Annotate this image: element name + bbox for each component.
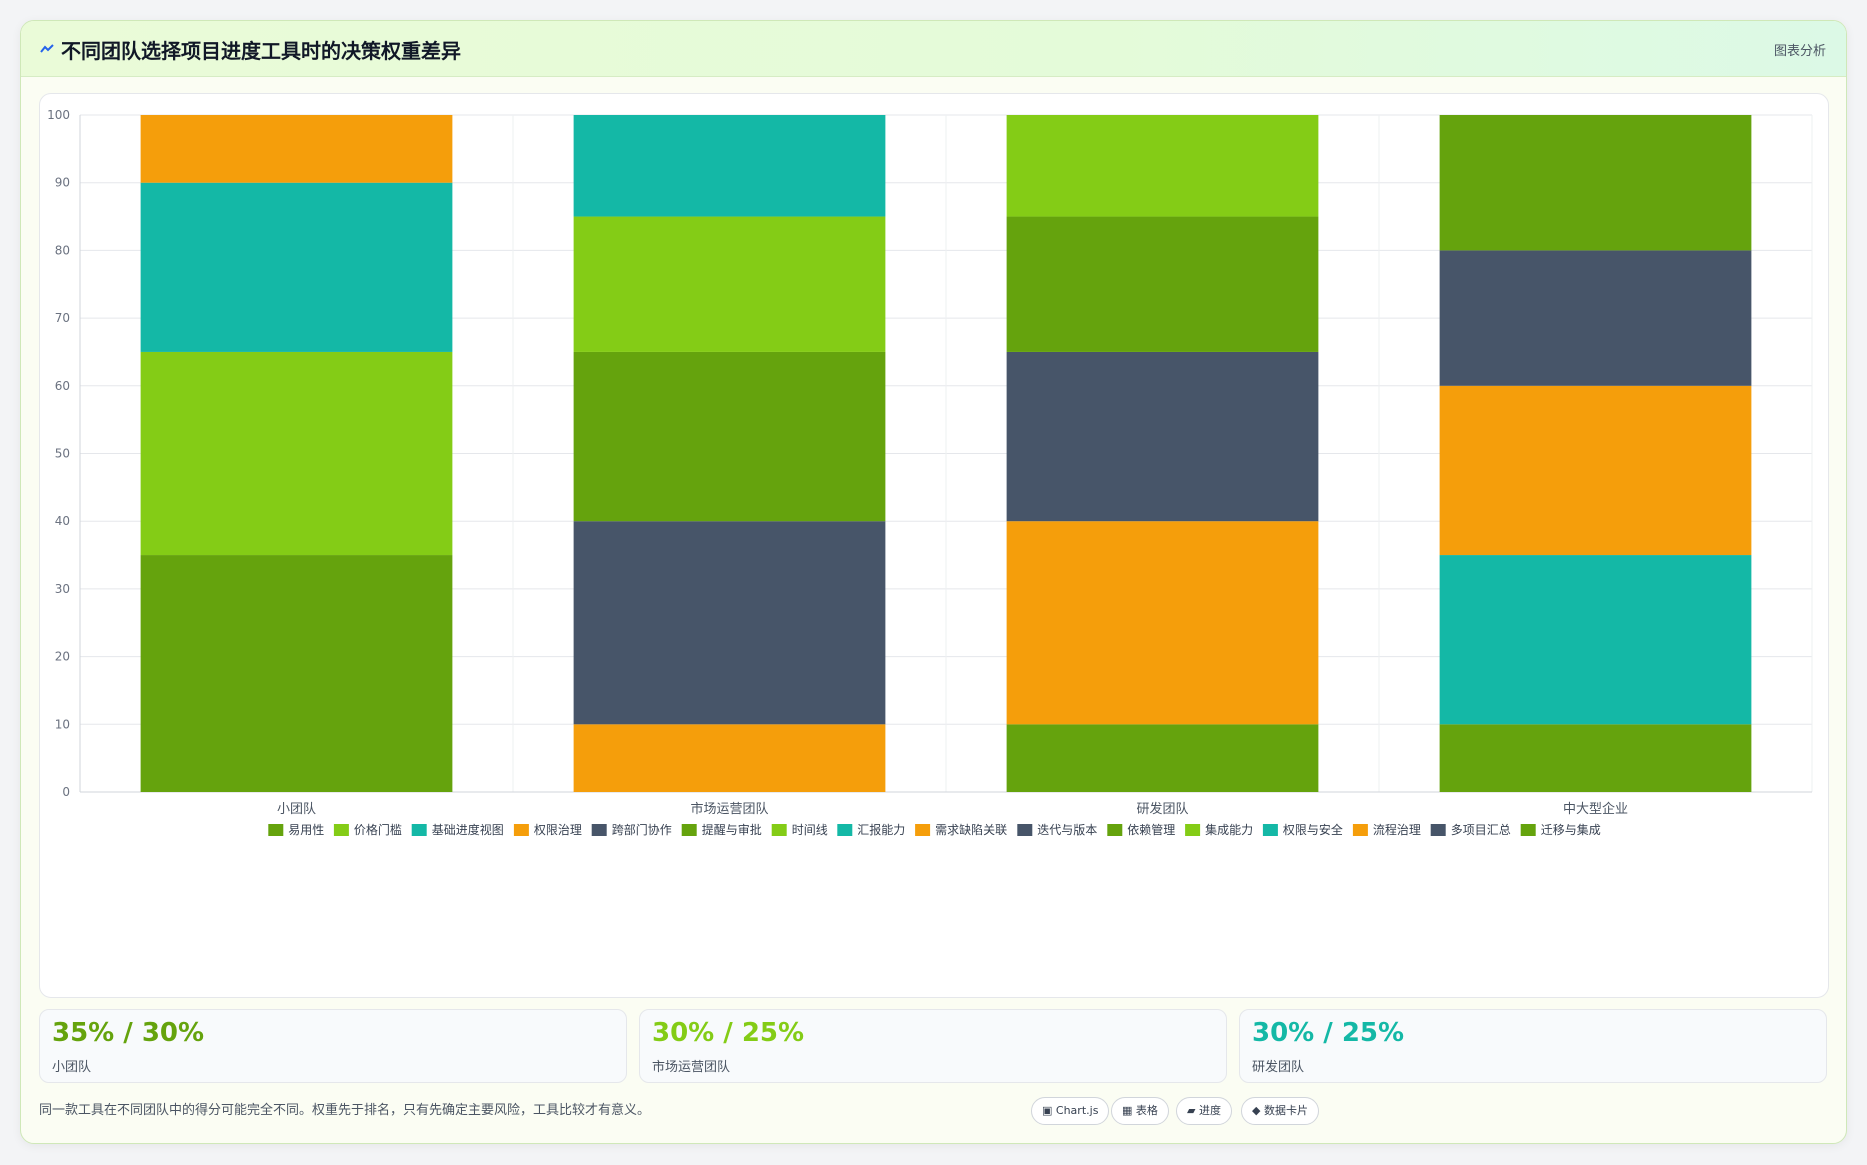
legend-swatch	[915, 824, 931, 836]
card-header: 不同团队选择项目进度工具时的决策权重差异 图表分析	[21, 21, 1846, 77]
y-tick-label: 10	[55, 717, 70, 731]
legend-swatch	[268, 824, 284, 836]
legend-label: 时间线	[792, 823, 828, 837]
stacked-bar-chart: 0 10 20 30 40 50 60 70 80 90 100 小团队 市场运营团队 研发团队 中大型企业…	[47, 108, 1813, 837]
stat-card-small-team: 35% / 30% 小团队	[39, 1009, 627, 1083]
legend-swatch	[1017, 824, 1033, 836]
bar-segment	[1006, 351, 1319, 522]
legend-label: 价格门槛	[354, 822, 402, 837]
y-tick-label: 0	[62, 785, 70, 799]
legend-label: 提醒与审批	[702, 822, 762, 837]
bar-segment	[573, 351, 886, 522]
legend-label: 迭代与版本	[1037, 823, 1097, 837]
legend-swatch	[513, 824, 529, 836]
chip-label: 数据卡片	[1263, 1104, 1308, 1117]
x-tick-label: 小团队	[277, 802, 316, 817]
chip-label: Chart.js	[1055, 1104, 1099, 1117]
legend-swatch	[837, 824, 853, 836]
legend-swatch	[1352, 824, 1368, 836]
y-tick-label: 30	[55, 582, 70, 596]
bar-segment	[1006, 521, 1319, 725]
bar-segment	[1006, 724, 1319, 792]
legend-label: 依赖管理	[1127, 822, 1175, 837]
progress-icon: ▰	[1187, 1104, 1196, 1117]
stat-card-rd-team: 30% / 25% 研发团队	[1239, 1009, 1827, 1083]
bar-segment	[573, 115, 886, 217]
y-tick-label: 70	[55, 311, 70, 325]
bar-segment	[573, 521, 886, 725]
legend-label: 迁移与集成	[1541, 822, 1601, 837]
legend-swatch	[1262, 824, 1278, 836]
legend-swatch	[1520, 824, 1536, 836]
x-tick-label: 研发团队	[1136, 801, 1188, 817]
footnote: 同一款工具在不同团队中的得分可能完全不同。权重先于排名，只有先确定主要风险，工具…	[39, 1103, 651, 1118]
bar-segment	[1439, 724, 1752, 792]
y-tick-label: 20	[55, 650, 70, 664]
chart-analysis-label: 图表分析	[1773, 44, 1826, 59]
stat-value: 30% / 25%	[1252, 1018, 1405, 1048]
bar-segment	[1439, 115, 1752, 251]
legend-swatch	[1185, 824, 1201, 836]
legend-swatch	[411, 824, 427, 836]
legend-swatch	[591, 824, 607, 836]
stat-label: 研发团队	[1252, 1060, 1305, 1075]
legend-swatch	[771, 824, 787, 836]
bar-segment	[1006, 115, 1319, 217]
legend-label: 多项目汇总	[1451, 823, 1511, 837]
legend-label: 基础进度视图	[432, 822, 504, 837]
legend-swatch	[1430, 824, 1446, 836]
bar-segment	[573, 216, 886, 352]
legend-label: 汇报能力	[857, 822, 905, 837]
legend-swatch	[1107, 824, 1123, 836]
chip-label: 进度	[1198, 1104, 1221, 1117]
chart-panel: 0 10 20 30 40 50 60 70 80 90 100 小团队 市场运营团队 研发团队 中大型企业…	[39, 93, 1829, 998]
stat-value: 30% / 25%	[652, 1018, 805, 1048]
legend-label: 集成能力	[1205, 822, 1253, 837]
page-title: 不同团队选择项目进度工具时的决策权重差异	[61, 39, 461, 63]
bar-segment	[140, 351, 453, 556]
legend-label: 易用性	[288, 823, 324, 837]
chip-table[interactable]: ▦ 表格	[1111, 1097, 1169, 1125]
table-icon: ▦	[1122, 1104, 1133, 1117]
bar-segment	[140, 182, 453, 352]
y-tick-label: 100	[47, 108, 70, 122]
bar-segment	[1439, 555, 1752, 725]
bar-segment	[573, 724, 886, 792]
bar-segment	[140, 115, 453, 183]
legend-label: 权限与安全	[1283, 822, 1343, 837]
y-tick-label: 60	[55, 379, 70, 393]
legend-label: 流程治理	[1373, 822, 1421, 837]
x-tick-label: 市场运营团队	[690, 801, 768, 817]
chip-data-cards[interactable]: ◆ 数据卡片	[1241, 1097, 1319, 1125]
y-tick-label: 40	[55, 514, 70, 528]
legend-label: 跨部门协作	[612, 822, 672, 837]
diamond-icon: ◆	[1252, 1104, 1261, 1117]
bar-segment	[1439, 385, 1752, 556]
stat-label: 市场运营团队	[652, 1060, 731, 1075]
y-tick-label: 90	[55, 176, 70, 190]
legend-label: 需求缺陷关联	[935, 822, 1007, 837]
bar-segment	[1006, 216, 1319, 352]
chip-progress[interactable]: ▰ 进度	[1176, 1097, 1232, 1125]
chip-label: 表格	[1135, 1104, 1158, 1117]
bar-segment	[1439, 250, 1752, 386]
chart-card: 不同团队选择项目进度工具时的决策权重差异 图表分析 0 10 20 30 40 50 60 7…	[20, 20, 1847, 1144]
legend-label: 权限治理	[534, 823, 582, 837]
chart-icon: ▣	[1042, 1104, 1053, 1117]
y-tick-label: 80	[55, 243, 70, 257]
legend-swatch	[681, 824, 697, 836]
chip-chartjs[interactable]: ▣ Chart.js	[1031, 1097, 1110, 1125]
bar-segment	[140, 555, 453, 792]
stat-card-marketing-team: 30% / 25% 市场运营团队	[639, 1009, 1227, 1083]
stat-label: 小团队	[52, 1060, 92, 1075]
trend-icon	[40, 44, 54, 53]
x-tick-label: 中大型企业	[1563, 801, 1628, 817]
legend-swatch	[333, 824, 349, 836]
stat-value: 35% / 30%	[52, 1018, 205, 1048]
y-tick-label: 50	[55, 447, 70, 461]
